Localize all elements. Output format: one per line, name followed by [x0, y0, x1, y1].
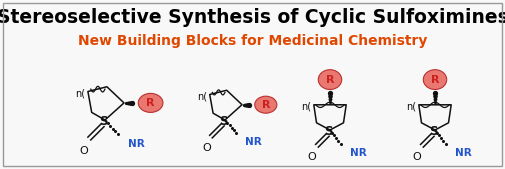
- Text: NR: NR: [128, 139, 144, 149]
- Text: n(: n(: [301, 102, 311, 112]
- Text: R: R: [431, 75, 439, 85]
- Text: O: O: [202, 143, 211, 153]
- Text: S: S: [219, 115, 228, 128]
- Text: R: R: [262, 100, 270, 110]
- Ellipse shape: [423, 70, 447, 90]
- Text: O: O: [413, 152, 421, 163]
- Ellipse shape: [255, 96, 277, 113]
- Ellipse shape: [138, 93, 163, 112]
- Text: S: S: [324, 125, 332, 138]
- Text: n(: n(: [406, 102, 416, 112]
- Ellipse shape: [318, 70, 342, 90]
- Text: NR: NR: [245, 137, 262, 147]
- Text: New Building Blocks for Medicinal Chemistry: New Building Blocks for Medicinal Chemis…: [78, 34, 427, 48]
- Text: n(: n(: [197, 91, 207, 101]
- Text: S: S: [99, 115, 108, 128]
- Text: O: O: [80, 146, 88, 156]
- Text: NR: NR: [455, 148, 472, 158]
- Text: S: S: [429, 125, 437, 138]
- Text: Stereoselective Synthesis of Cyclic Sulfoximines: Stereoselective Synthesis of Cyclic Sulf…: [0, 8, 505, 27]
- Text: R: R: [326, 75, 334, 85]
- Text: NR: NR: [350, 148, 367, 158]
- Text: O: O: [308, 152, 316, 163]
- Text: n(: n(: [75, 88, 85, 98]
- Text: R: R: [146, 98, 155, 108]
